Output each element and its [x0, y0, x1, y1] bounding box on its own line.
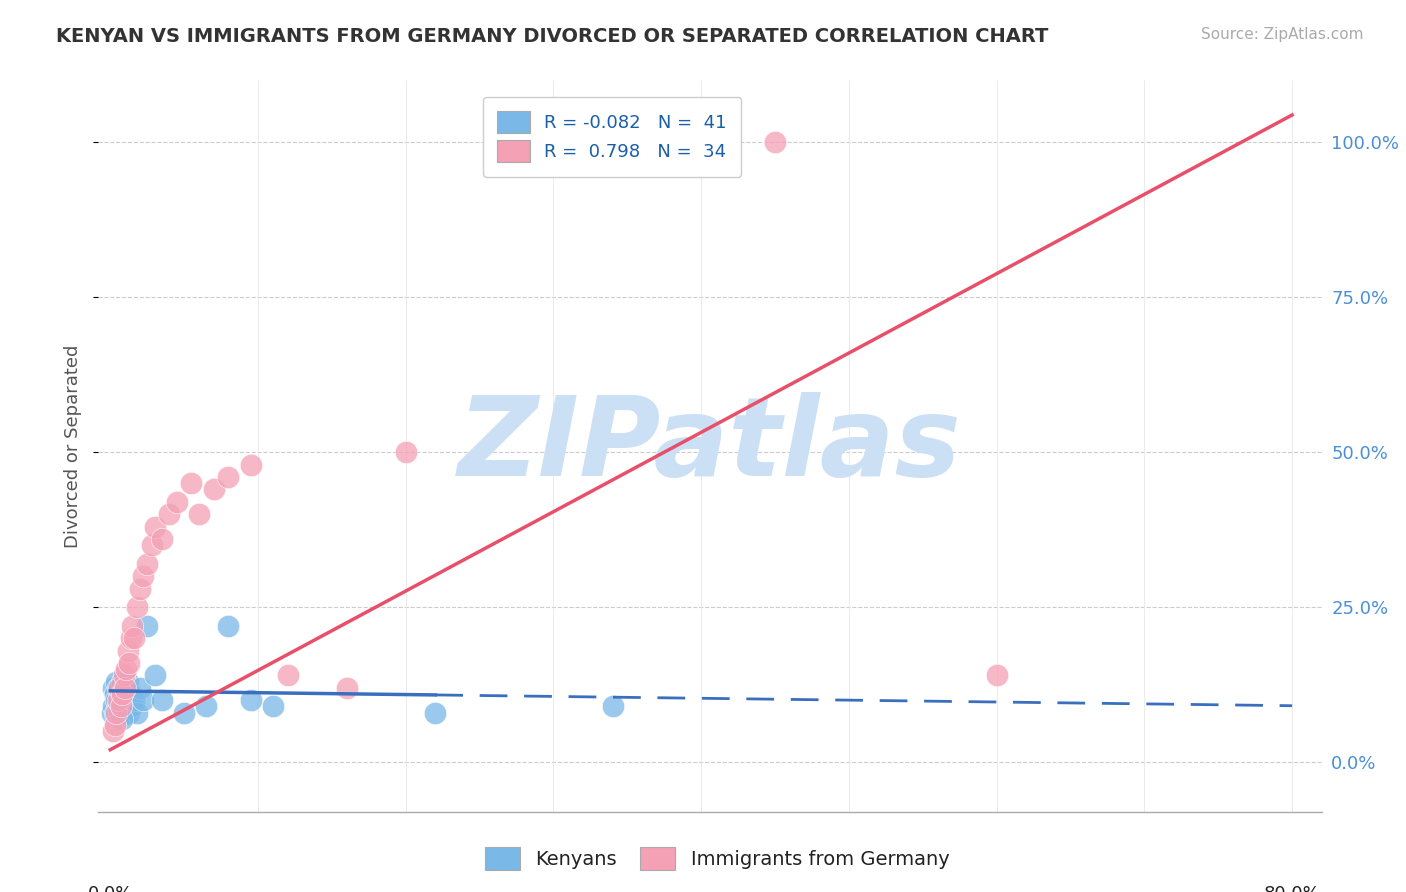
Y-axis label: Divorced or Separated: Divorced or Separated	[65, 344, 83, 548]
Text: 80.0%: 80.0%	[1264, 885, 1320, 892]
Legend: R = -0.082   N =  41, R =  0.798   N =  34: R = -0.082 N = 41, R = 0.798 N = 34	[484, 96, 741, 177]
Point	[136, 619, 159, 633]
Point	[202, 483, 225, 497]
Text: Source: ZipAtlas.com: Source: ZipAtlas.com	[1201, 27, 1364, 42]
Point	[132, 569, 155, 583]
Point	[104, 718, 127, 732]
Point	[117, 674, 139, 689]
Point	[143, 519, 166, 533]
Point	[122, 631, 145, 645]
Point	[117, 643, 139, 657]
Point	[110, 699, 132, 714]
Point	[105, 706, 128, 720]
Point	[100, 706, 122, 720]
Point	[117, 693, 139, 707]
Point	[143, 668, 166, 682]
Point	[763, 135, 786, 149]
Point	[120, 687, 142, 701]
Point	[986, 668, 1008, 682]
Point	[166, 495, 188, 509]
Point	[118, 656, 141, 670]
Point	[112, 706, 135, 720]
Point	[120, 631, 142, 645]
Point	[217, 470, 239, 484]
Point	[115, 662, 138, 676]
Text: ZIPatlas: ZIPatlas	[458, 392, 962, 500]
Point	[104, 706, 127, 720]
Point	[125, 706, 148, 720]
Point	[103, 681, 125, 695]
Text: 0.0%: 0.0%	[87, 885, 134, 892]
Point	[132, 693, 155, 707]
Point	[157, 507, 180, 521]
Point	[103, 724, 125, 739]
Point	[195, 699, 218, 714]
Point	[107, 699, 129, 714]
Point	[104, 687, 127, 701]
Point	[108, 706, 131, 720]
Point	[262, 699, 284, 714]
Point	[114, 699, 136, 714]
Point	[110, 687, 132, 701]
Point	[112, 668, 135, 682]
Point	[111, 712, 134, 726]
Point	[105, 693, 128, 707]
Point	[276, 668, 298, 682]
Point	[107, 693, 129, 707]
Point	[122, 693, 145, 707]
Point	[111, 674, 134, 689]
Point	[602, 699, 624, 714]
Point	[141, 538, 163, 552]
Point	[239, 693, 262, 707]
Legend: Kenyans, Immigrants from Germany: Kenyans, Immigrants from Germany	[477, 838, 957, 879]
Point	[114, 693, 136, 707]
Point	[128, 582, 150, 596]
Point	[108, 693, 131, 707]
Point	[136, 557, 159, 571]
Point	[121, 619, 143, 633]
Point	[425, 706, 447, 720]
Point	[118, 706, 141, 720]
Point	[150, 532, 173, 546]
Point	[239, 458, 262, 472]
Point	[125, 600, 148, 615]
Point	[121, 699, 143, 714]
Point	[114, 681, 136, 695]
Point	[395, 445, 418, 459]
Point	[105, 674, 128, 689]
Point	[173, 706, 195, 720]
Point	[187, 507, 209, 521]
Text: KENYAN VS IMMIGRANTS FROM GERMANY DIVORCED OR SEPARATED CORRELATION CHART: KENYAN VS IMMIGRANTS FROM GERMANY DIVORC…	[56, 27, 1049, 45]
Point	[110, 699, 132, 714]
Point	[103, 699, 125, 714]
Point	[217, 619, 239, 633]
Point	[108, 681, 131, 695]
Point	[128, 681, 150, 695]
Point	[180, 476, 202, 491]
Point	[107, 681, 129, 695]
Point	[336, 681, 359, 695]
Point	[112, 681, 135, 695]
Point	[150, 693, 173, 707]
Point	[115, 687, 138, 701]
Point	[111, 693, 134, 707]
Point	[111, 687, 134, 701]
Point	[115, 706, 138, 720]
